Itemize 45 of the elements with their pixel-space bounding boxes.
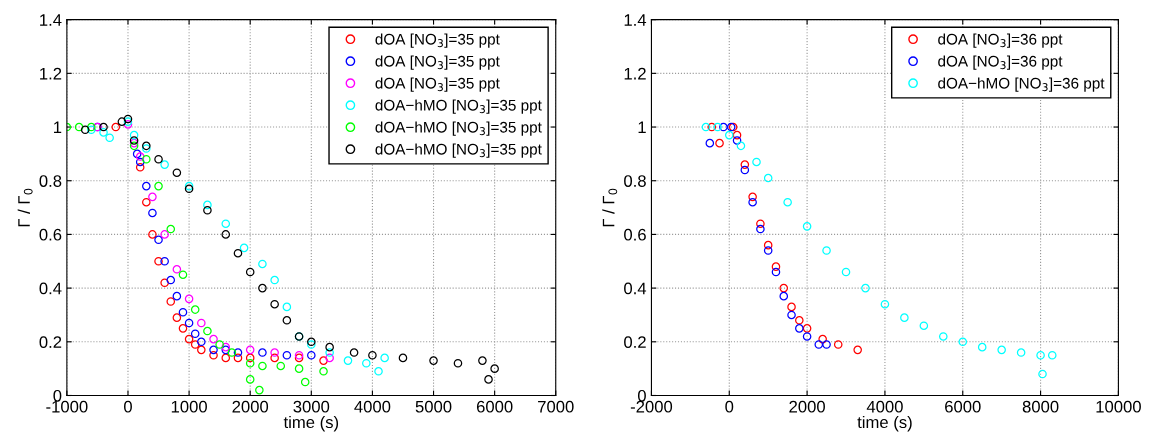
- y-axis-title: Γ / Γ$_{0}$: [17, 188, 33, 227]
- y-tick-label: 1: [638, 121, 646, 134]
- y-tick-label: 0.4: [624, 282, 647, 295]
- x-tick-label: 3000: [293, 400, 330, 413]
- y-tick-label: 0.2: [624, 336, 646, 348]
- x-tick-label: 7000: [538, 400, 574, 413]
- y-tick-label: 1.4: [624, 14, 647, 26]
- y-tick-label: 1: [54, 121, 62, 134]
- x-axis-title: time (s): [283, 415, 339, 432]
- x-tick-label: 10000: [1096, 400, 1141, 413]
- legend-label: dOA−hMO [NO$_{3}$]=35 ppt: [375, 121, 542, 136]
- y-axis-title: Γ / Γ$_{0}$: [602, 188, 618, 227]
- x-tick-label: 0: [725, 400, 734, 413]
- legend-label: dOA [NO$_{3}$]=35 ppt: [375, 77, 500, 92]
- y-tick-label: 0.8: [39, 175, 62, 187]
- x-tick-label: -1000: [46, 400, 88, 413]
- x-tick-label: 5000: [415, 400, 452, 413]
- x-tick-label: -2000: [630, 400, 673, 413]
- x-tick-label: 0: [124, 400, 132, 413]
- x-tick-label: 1000: [171, 400, 207, 413]
- x-tick-label: 6000: [476, 400, 513, 413]
- x-tick-label: 2000: [232, 400, 269, 413]
- y-tick-label: 0.4: [39, 282, 62, 295]
- legend-label: dOA−hMO [NO$_{3}$]=36 ppt: [938, 77, 1105, 92]
- legend-label: dOA [NO$_{3}$]=36 ppt: [938, 55, 1063, 70]
- x-tick-label: 2000: [789, 400, 825, 413]
- y-tick-label: 0.6: [624, 228, 646, 241]
- y-tick-label: 0: [637, 389, 646, 402]
- legend-label: dOA−hMO [NO$_{3}$]=35 ppt: [375, 143, 542, 158]
- y-tick-label: 1.2: [40, 67, 62, 80]
- y-tick-label: 0.8: [624, 175, 646, 187]
- legend-label: dOA−hMO [NO$_{3}$]=35 ppt: [375, 99, 542, 114]
- y-tick-label: 0.2: [39, 336, 62, 348]
- y-tick-label: 0: [53, 389, 62, 402]
- legend-label: dOA [NO$_{3}$]=35 ppt: [375, 55, 500, 70]
- x-tick-label: 4000: [354, 400, 391, 413]
- x-axis-title: time (s): [857, 415, 912, 432]
- y-tick-label: 0.6: [39, 228, 62, 241]
- legend-label: dOA [NO$_{3}$]=36 ppt: [938, 33, 1063, 48]
- y-tick-label: 1.4: [40, 14, 62, 26]
- x-tick-label: 6000: [945, 400, 981, 413]
- x-tick-label: 8000: [1022, 400, 1059, 413]
- x-tick-label: 4000: [866, 400, 903, 413]
- y-tick-label: 1.2: [624, 67, 646, 80]
- legend-label: dOA [NO$_{3}$]=35 ppt: [375, 33, 500, 48]
